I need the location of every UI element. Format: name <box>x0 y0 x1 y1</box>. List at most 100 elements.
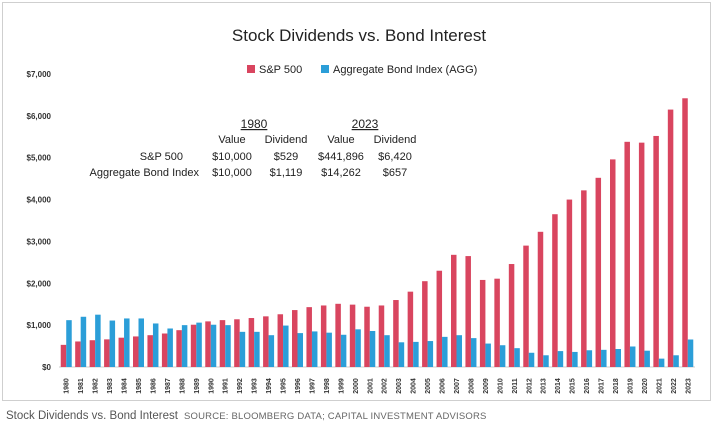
bar-agg <box>124 318 130 367</box>
table-col-value-2023: Value <box>327 134 354 146</box>
x-tick-label: 2011 <box>512 378 519 393</box>
bar-agg <box>138 318 144 367</box>
bar-sp500 <box>436 270 443 367</box>
table-col-dividend-1980: Dividend <box>265 134 308 146</box>
table-cell: $10,000 <box>212 167 252 179</box>
x-tick-label: 2001 <box>367 378 374 394</box>
y-tick-label: $2,000 <box>27 279 52 288</box>
bar-sp500 <box>118 337 125 367</box>
bar-agg <box>629 346 636 367</box>
legend-swatch-sp500 <box>247 65 255 73</box>
annotation-table: 1980 2023 Value Dividend Value Dividend … <box>90 117 417 179</box>
bar-agg <box>239 331 246 367</box>
y-tick-label: $1,000 <box>27 321 52 330</box>
bar-sp500 <box>89 340 96 367</box>
bar-agg <box>196 322 202 367</box>
bar-agg <box>297 333 303 367</box>
bar-agg <box>528 352 535 367</box>
chart: Stock Dividends vs. Bond Interest S&P 50… <box>27 26 695 394</box>
x-tick-label: 2016 <box>584 378 591 394</box>
x-tick-label: 1997 <box>309 378 316 394</box>
y-tick-label: $7,000 <box>27 70 52 79</box>
bar-sp500 <box>320 305 327 367</box>
bar-agg <box>369 331 376 367</box>
x-tick-label: 2010 <box>497 378 504 394</box>
legend-label-agg: Aggregate Bond Index (AGG) <box>333 64 477 76</box>
x-tick-label: 1982 <box>93 378 100 394</box>
bar-agg <box>167 328 173 367</box>
x-tick-label: 1989 <box>194 378 201 394</box>
x-tick-label: 2022 <box>671 378 678 394</box>
table-cell: $14,262 <box>321 167 361 179</box>
bar-agg <box>152 323 159 367</box>
x-tick-label: 1981 <box>78 378 85 394</box>
bar-agg <box>340 334 347 367</box>
table-col-dividend-2023: Dividend <box>374 134 417 146</box>
bar-agg <box>80 316 87 367</box>
bar-sp500 <box>176 330 182 367</box>
x-tick-label: 1998 <box>324 378 331 394</box>
table-cell: $10,000 <box>212 151 252 163</box>
bar-sp500 <box>161 333 168 367</box>
caption: Stock Dividends vs. Bond Interest SOURCE:… <box>6 410 487 422</box>
bar-sp500 <box>147 335 153 367</box>
table-cell: $441,896 <box>318 151 364 163</box>
x-tick-label: 1996 <box>295 378 302 394</box>
y-tick-label: $5,000 <box>27 154 52 163</box>
table-year-2023: 2023 <box>352 117 379 131</box>
bar-sp500 <box>667 109 674 367</box>
table-cell: $657 <box>383 167 407 179</box>
table-row-label-sp500: S&P 500 <box>140 151 183 163</box>
bar-agg <box>181 325 188 367</box>
x-tick-label: 2021 <box>656 378 663 394</box>
legend-label-sp500: S&P 500 <box>259 64 302 76</box>
x-tick-label: 2014 <box>555 378 562 394</box>
x-tick-label: 1984 <box>122 378 129 394</box>
bar-agg <box>384 335 390 367</box>
bar-agg <box>283 325 289 367</box>
y-tick-label: $0 <box>42 363 51 372</box>
bar-sp500 <box>552 214 558 367</box>
bar-agg <box>456 335 462 367</box>
x-tick-label: 1992 <box>237 378 244 394</box>
x-axis: 1980 1981 1982 1983 1984 1985 1986 1987 1988 1989… <box>64 378 693 394</box>
x-tick-label: 2023 <box>685 378 692 394</box>
bar-sp500 <box>292 310 298 367</box>
bar-sp500 <box>422 281 428 367</box>
x-tick-label: 1983 <box>107 378 114 394</box>
bar-agg <box>326 332 332 367</box>
x-tick-label: 2015 <box>570 378 577 394</box>
bar-agg <box>615 349 621 367</box>
bar-agg <box>658 358 665 367</box>
x-tick-label: 1988 <box>179 378 186 394</box>
bar-sp500 <box>407 291 414 367</box>
x-tick-label: 1995 <box>281 378 288 394</box>
bar-sp500 <box>75 341 81 367</box>
bar-agg <box>499 345 506 367</box>
bar-agg <box>210 324 217 367</box>
legend-swatch-agg <box>321 65 329 73</box>
chart-title: Stock Dividends vs. Bond Interest <box>232 26 486 45</box>
x-tick-label: 2009 <box>483 378 490 394</box>
bar-sp500 <box>219 320 226 367</box>
bar-sp500 <box>133 336 139 367</box>
bar-sp500 <box>378 305 385 367</box>
bar-agg <box>355 329 361 367</box>
bar-agg <box>601 349 607 367</box>
bar-agg <box>470 338 477 367</box>
x-tick-label: 2018 <box>613 378 620 394</box>
x-tick-label: 2000 <box>353 378 360 394</box>
x-tick-label: 2003 <box>396 378 403 394</box>
x-tick-label: 1994 <box>266 378 273 394</box>
x-tick-label: 1990 <box>208 378 215 394</box>
table-col-value-1980: Value <box>218 134 245 146</box>
bar-sp500 <box>364 306 370 367</box>
caption-source: SOURCE: BLOOMBERG DATA; CAPITAL INVESTME… <box>183 411 487 422</box>
table-row-label-agg: Aggregate Bond Index <box>90 167 200 179</box>
bar-sp500 <box>624 141 630 367</box>
bar-agg <box>413 341 419 367</box>
bar-sp500 <box>523 245 529 367</box>
legend: S&P 500 Aggregate Bond Index (AGG) <box>247 64 477 76</box>
bar-agg <box>644 350 650 367</box>
bar-agg <box>514 348 520 367</box>
